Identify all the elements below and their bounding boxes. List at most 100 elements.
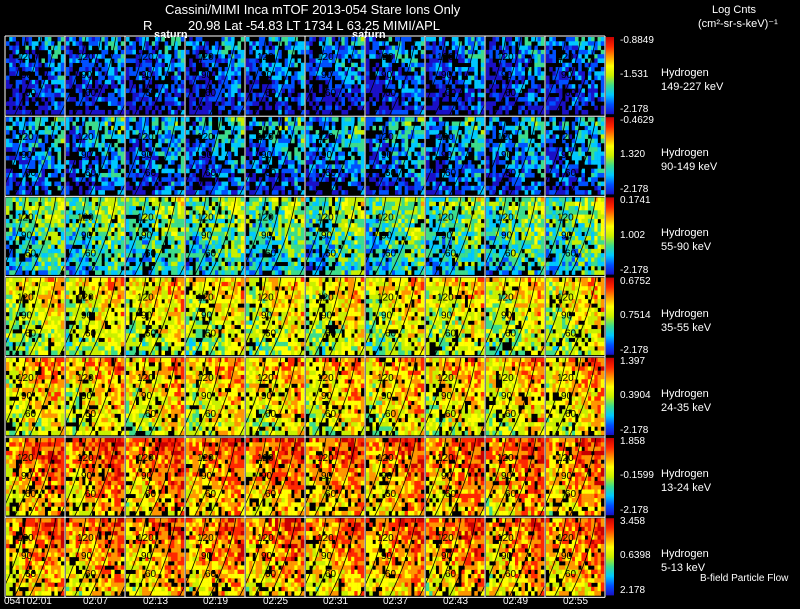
contour-label: 120	[497, 132, 514, 143]
contour-label: 60	[25, 168, 37, 179]
time-tick-label: 02:13	[143, 596, 169, 607]
contour-line	[298, 116, 327, 197]
contour-label: 120	[17, 212, 34, 223]
contour-line	[178, 276, 207, 357]
contour-line	[0, 517, 27, 597]
image-panel-r2-c9: 120 90 60	[538, 196, 605, 277]
image-panel-r4-c0: 120 90 60	[0, 356, 65, 438]
contour-label: 90	[501, 311, 513, 322]
contour-line	[568, 517, 597, 598]
contour-label: 120	[557, 453, 574, 464]
contour-line	[538, 517, 567, 598]
contour-label: 90	[441, 70, 453, 81]
contour-label: 60	[205, 329, 217, 340]
contour-line	[568, 276, 597, 357]
contour-line	[133, 116, 162, 197]
contour-line	[58, 517, 87, 598]
contour-line	[118, 436, 147, 518]
contour-label: 120	[377, 373, 394, 384]
time-tick-label: 02:19	[203, 596, 229, 607]
contour-line	[418, 276, 447, 357]
contour-line	[388, 356, 417, 438]
image-panel-r2-c7: 120 90 60	[418, 196, 485, 277]
contour-line	[388, 276, 417, 357]
contour-label: 120	[257, 293, 274, 304]
contour-label: 60	[385, 569, 397, 580]
contour-label: 60	[265, 409, 277, 420]
time-tick-label: 02:55	[563, 596, 589, 607]
contour-label: 120	[137, 453, 154, 464]
contour-label: 60	[325, 489, 337, 500]
contour-line	[13, 517, 42, 598]
contour-label: 90	[321, 230, 333, 241]
contour-label: 60	[85, 248, 97, 259]
time-tick-label: 02:07	[83, 596, 109, 607]
contour-label: 60	[205, 88, 217, 99]
contour-label: 120	[17, 52, 34, 63]
contour-line	[193, 196, 222, 277]
contour-label: 90	[501, 70, 513, 81]
image-panel-r5-c1: 120 90 60	[58, 436, 125, 518]
image-panel-r2-c1: 120 90 60	[58, 196, 125, 277]
contour-label: 60	[25, 88, 37, 99]
contour-line	[58, 35, 87, 117]
contour-line	[418, 116, 447, 197]
contour-label: 90	[381, 230, 393, 241]
contour-line	[73, 196, 102, 277]
contour-label: 60	[85, 168, 97, 179]
contour-label: 60	[85, 329, 97, 340]
contour-line	[193, 356, 222, 438]
contour-label: 90	[321, 150, 333, 161]
colorbar-min-label: -2.178	[620, 344, 649, 356]
contour-line	[148, 517, 177, 598]
contour-label: 60	[445, 88, 457, 99]
contour-label: 120	[437, 52, 454, 63]
image-panel-r4-c5: 120 90 60	[298, 356, 365, 438]
image-panel-r4-c1: 120 90 60	[58, 356, 125, 438]
contour-label: 60	[145, 489, 157, 500]
contour-label: 90	[21, 70, 33, 81]
image-panel-r4-c7: 120 90 60	[418, 356, 485, 438]
colorbar-mid-label: 0.3904	[620, 389, 651, 401]
contour-label: 90	[141, 551, 153, 562]
contour-label: 120	[497, 533, 514, 544]
image-panel-r0-c4: 120 90 60	[238, 35, 305, 117]
contour-label: 90	[321, 391, 333, 402]
contour-label: 60	[325, 248, 337, 259]
energy-label: 149-227 keV	[661, 81, 724, 93]
contour-line	[508, 436, 537, 518]
contour-line	[508, 356, 537, 438]
image-panel-r2-c6: 120 90 60	[358, 196, 425, 277]
contour-label: 90	[441, 551, 453, 562]
contour-line	[328, 35, 357, 117]
contour-line	[0, 436, 27, 517]
contour-label: 60	[385, 168, 397, 179]
image-panel-r6-c7: 120 90 60	[418, 517, 485, 598]
contour-line	[358, 276, 387, 357]
colorbar-max-label: 3.458	[620, 516, 646, 528]
contour-line	[88, 116, 117, 197]
title-line-2: 20.98 Lat -54.83 LT 1734 L 63.25 MIMI/AP…	[188, 18, 440, 33]
contour-label: 90	[321, 311, 333, 322]
contour-label: 60	[25, 329, 37, 340]
contour-line	[208, 436, 237, 518]
contour-line	[433, 35, 462, 117]
bfield-particle-flow-label: B-field Particle Flow	[700, 573, 789, 584]
contour-line	[88, 196, 117, 277]
contour-line	[58, 356, 87, 438]
contour-label: 120	[437, 533, 454, 544]
contour-line	[238, 35, 267, 117]
contour-label: 120	[257, 132, 274, 143]
contour-line	[118, 356, 147, 438]
contour-line	[433, 356, 462, 438]
contour-label: 120	[557, 533, 574, 544]
contour-line	[0, 276, 27, 356]
contour-label: 60	[145, 248, 157, 259]
contour-line	[373, 356, 402, 438]
image-panel-r5-c7: 120 90 60	[418, 436, 485, 518]
contour-line	[538, 436, 567, 518]
contour-line	[478, 517, 507, 598]
contour-label: 120	[437, 293, 454, 304]
contour-line	[358, 116, 387, 197]
contour-line	[13, 276, 42, 357]
